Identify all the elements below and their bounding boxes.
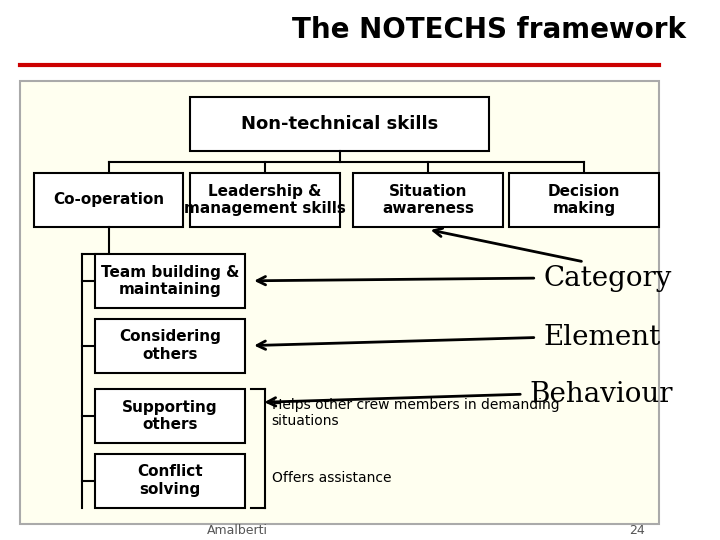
Text: Supporting
others: Supporting others: [122, 400, 217, 432]
FancyBboxPatch shape: [190, 173, 340, 227]
Text: Situation
awareness: Situation awareness: [382, 184, 474, 216]
FancyBboxPatch shape: [95, 454, 245, 508]
Text: Considering
others: Considering others: [119, 329, 221, 362]
FancyBboxPatch shape: [95, 389, 245, 443]
Text: Team building &
maintaining: Team building & maintaining: [101, 265, 239, 297]
Text: Behaviour: Behaviour: [530, 381, 673, 408]
Text: Conflict
solving: Conflict solving: [137, 464, 202, 497]
FancyBboxPatch shape: [95, 319, 245, 373]
Text: Co-operation: Co-operation: [53, 192, 164, 207]
Text: Element: Element: [544, 324, 661, 351]
Text: Leadership &
management skills: Leadership & management skills: [184, 184, 346, 216]
Text: Offers assistance: Offers assistance: [271, 471, 391, 485]
Text: Non-technical skills: Non-technical skills: [241, 115, 438, 133]
FancyBboxPatch shape: [510, 173, 659, 227]
Text: Helps other crew members in demanding
situations: Helps other crew members in demanding si…: [271, 398, 559, 428]
FancyBboxPatch shape: [190, 97, 489, 151]
Text: Category: Category: [544, 265, 672, 292]
Text: The NOTECHS framework: The NOTECHS framework: [292, 16, 686, 44]
Text: Amalberti: Amalberti: [207, 524, 269, 537]
Text: Decision
making: Decision making: [548, 184, 621, 216]
FancyBboxPatch shape: [20, 81, 659, 524]
FancyBboxPatch shape: [95, 254, 245, 308]
FancyBboxPatch shape: [34, 173, 184, 227]
Text: 24: 24: [629, 524, 645, 537]
FancyBboxPatch shape: [354, 173, 503, 227]
